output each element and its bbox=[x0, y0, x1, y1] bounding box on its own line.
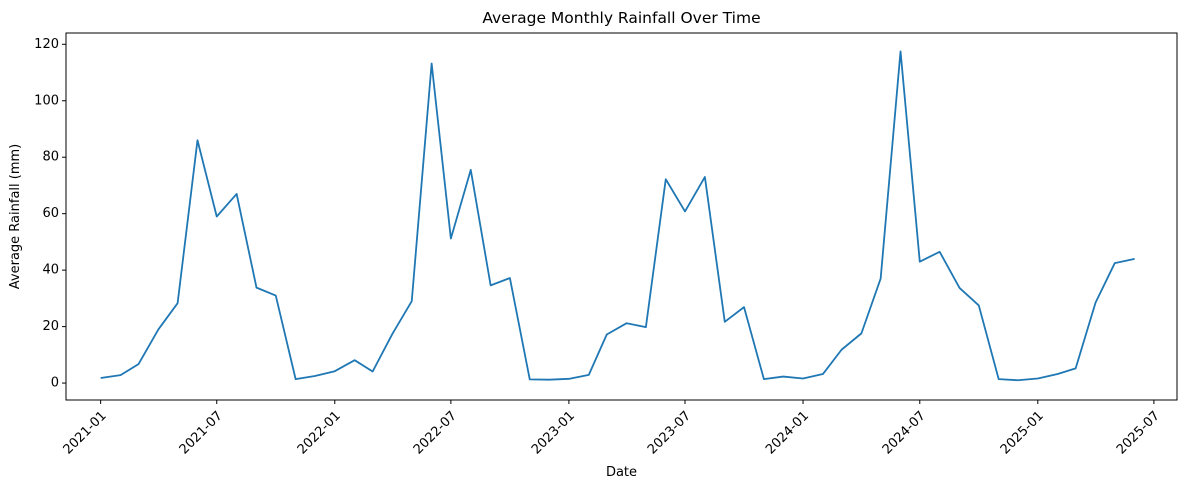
chart-title: Average Monthly Rainfall Over Time bbox=[482, 9, 760, 27]
y-axis-title: Average Rainfall (mm) bbox=[8, 144, 23, 289]
y-tick-label: 20 bbox=[42, 319, 59, 334]
y-tick-label: 120 bbox=[34, 37, 59, 52]
x-tick-label: 2021-01 bbox=[61, 408, 110, 457]
x-tick-label: 2025-07 bbox=[1114, 408, 1163, 457]
rainfall-series-line bbox=[100, 50, 1135, 382]
y-tick-label: 0 bbox=[51, 376, 59, 391]
y-tick-label: 100 bbox=[34, 93, 59, 108]
plot-area bbox=[66, 33, 1177, 400]
y-axis-ticks: 0 20 40 60 80 100 120 bbox=[34, 37, 66, 391]
x-tick-label: 2023-07 bbox=[645, 408, 694, 457]
x-axis-ticks: 2021-01 2021-07 2022-01 2022-07 2023-01 2023-… bbox=[61, 400, 1163, 457]
y-tick-label: 40 bbox=[42, 263, 59, 278]
x-tick-label: 2022-01 bbox=[295, 408, 344, 457]
x-tick-label: 2021-07 bbox=[177, 408, 226, 457]
x-tick-label: 2025-01 bbox=[998, 408, 1047, 457]
x-axis-title: Date bbox=[606, 465, 637, 480]
x-tick-label: 2024-07 bbox=[880, 408, 929, 457]
y-tick-label: 60 bbox=[42, 206, 59, 221]
x-tick-label: 2023-01 bbox=[529, 408, 578, 457]
plot-frame bbox=[65, 32, 1178, 401]
y-tick-label: 80 bbox=[42, 150, 59, 165]
x-tick-label: 2024-01 bbox=[763, 408, 812, 457]
x-tick-label: 2022-07 bbox=[411, 408, 460, 457]
